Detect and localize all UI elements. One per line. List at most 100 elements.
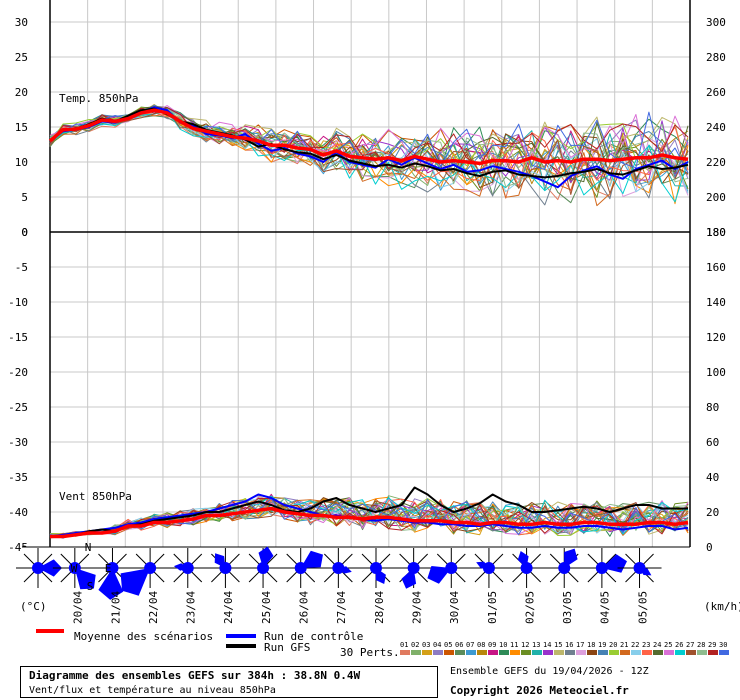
perturbation-id: 18 [587,641,595,649]
perturbation-swatch [488,650,498,655]
legend-control-label: Run de contrôle [264,630,363,643]
wind-rose-petal [120,568,151,596]
wind-rose-core [520,562,533,574]
x-date-label: 20/04 [72,591,85,624]
y-tick-left-temp: 5 [21,191,28,204]
perturbation-id: 27 [686,641,694,649]
x-date-label: 21/04 [109,591,122,624]
legend-gfs-label: Run GFS [264,641,310,654]
perturbation-id: 05 [444,641,452,649]
y-right-unit: (km/h) [704,600,740,613]
perturbation-id: 03 [422,641,430,649]
x-date-label: 04/05 [599,591,612,624]
perturbation-id: 29 [708,641,716,649]
perturbation-swatch [554,650,564,655]
perturbation-swatch [631,650,641,655]
y-tick-left-wind: 0 [21,226,28,239]
x-date-label: 23/04 [185,591,198,624]
y-tick-right-wind: 40 [706,471,719,484]
copyright: Copyright 2026 Meteociel.fr [450,684,629,697]
y-tick-left-temp: 20 [15,86,28,99]
perturbation-id: 23 [642,641,650,649]
legend-mean-label: Moyenne des scénarios [74,630,213,643]
y-tick-left-wind: -20 [8,366,28,379]
perturbation-swatch [444,650,454,655]
x-date-label: 24/04 [222,591,235,624]
wind-mean-line [50,506,689,539]
perturbation-swatch [708,650,718,655]
x-date-label: 22/04 [147,591,160,624]
perturbations-label: 30 Perts. [340,646,400,659]
perturbation-id: 22 [631,641,639,649]
perturbation-id: 30 [719,641,727,649]
x-date-label: 29/04 [410,591,423,624]
wind-rose-core [332,562,345,574]
compass-s: S [87,580,94,593]
wind-rose-core [144,562,157,574]
perturbation-swatch [565,650,575,655]
footer-title-box: Diagramme des ensembles GEFS sur 384h : … [20,666,438,698]
perturbation-swatch [400,650,410,655]
perturbation-swatch [598,650,608,655]
temp-member-line [49,109,689,195]
y-tick-right-wind: 100 [706,366,726,379]
perturbation-id: 06 [455,641,463,649]
perturbation-id: 16 [565,641,573,649]
perturbation-swatch [675,650,685,655]
perturbation-swatch [477,650,487,655]
y-tick-left-wind: -40 [8,506,28,519]
x-date-label: 03/05 [561,591,574,624]
y-tick-right-wind: 20 [706,506,719,519]
perturbation-swatch [620,650,630,655]
x-date-label: 28/04 [373,591,386,624]
perturbation-id: 07 [466,641,474,649]
y-tick-right-wind: 180 [706,226,726,239]
y-tick-left-temp: 25 [15,51,28,64]
y-tick-left-wind: -5 [15,261,28,274]
perturbation-id: 25 [664,641,672,649]
wind-rose-core [294,562,307,574]
perturbation-id: 08 [477,641,485,649]
wind-member-line [49,496,689,538]
plot-background [50,0,690,547]
perturbation-id: 01 [400,641,408,649]
x-date-label: 26/04 [298,591,311,624]
y-tick-right-wind: 120 [706,331,726,344]
perturbation-id: 04 [433,641,441,649]
x-date-label: 01/05 [486,591,499,624]
perturbation-id: 21 [620,641,628,649]
y-tick-right-wind: 80 [706,401,719,414]
y-tick-left-wind: -25 [8,401,28,414]
perturbation-id: 09 [488,641,496,649]
y-tick-left-temp: 30 [15,16,28,29]
perturbation-swatch [543,650,553,655]
x-date-label: 25/04 [260,591,273,624]
temp-mean-line [48,108,689,166]
wind-rose-core [181,562,194,574]
y-tick-left-temp: 0 [21,226,28,239]
perturbation-swatch [455,650,465,655]
perturbation-swatch [433,650,443,655]
y-tick-right-temp: 180 [706,226,726,239]
perturbation-id: 26 [675,641,683,649]
x-date-label: 30/04 [448,591,461,624]
compass-e: E [105,562,112,575]
wind-panel-label: Vent 850hPa [59,490,132,503]
y-tick-right-temp: 200 [706,191,726,204]
perturbation-swatch [422,650,432,655]
x-date-label: 02/05 [523,591,536,624]
perturbation-id: 20 [609,641,617,649]
perturbation-swatch [510,650,520,655]
wind-rose-petal [427,566,452,584]
footer-title: Diagramme des ensembles GEFS sur 384h : … [29,669,361,682]
perturbation-swatch [609,650,619,655]
compass-n: N [85,541,92,554]
perturbation-id: 15 [554,641,562,649]
wind-rose-petal [74,568,96,590]
perturbation-id: 24 [653,641,661,649]
y-tick-left-temp: 15 [15,121,28,134]
y-tick-right-wind: 160 [706,261,726,274]
y-tick-right-wind: 140 [706,296,726,309]
perturbation-swatch [576,650,586,655]
perturbation-swatch [411,650,421,655]
